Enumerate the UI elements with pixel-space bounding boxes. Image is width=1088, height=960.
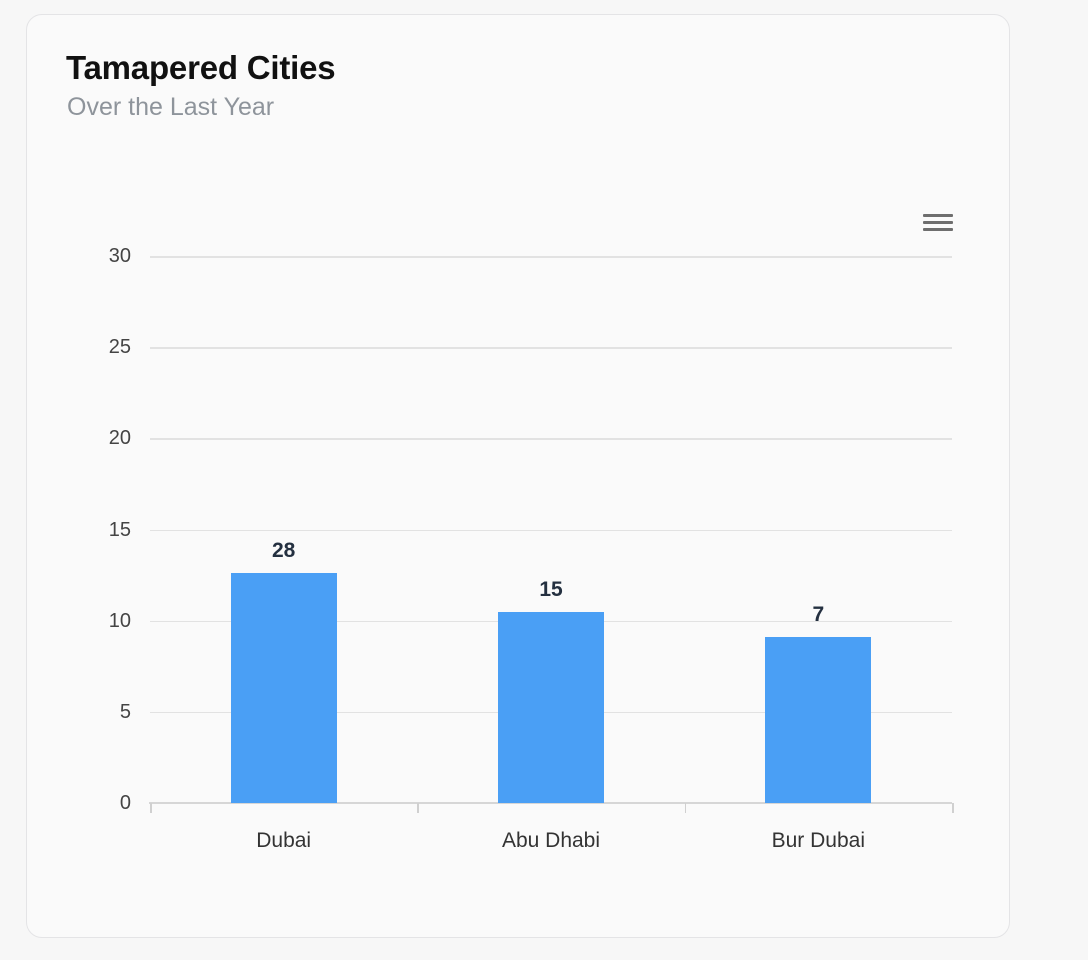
x-tick-label: Bur Dubai (771, 829, 866, 852)
x-tick-mark (952, 803, 954, 813)
bar-dubai[interactable] (230, 573, 337, 803)
chart-menu-button[interactable] (920, 210, 956, 240)
y-tick-label: 0 (119, 792, 131, 814)
y-tick-label: 15 (108, 518, 131, 541)
y-tick-label: 30 (108, 245, 131, 267)
data-label: 15 (539, 577, 563, 601)
y-tick-label: 10 (108, 609, 131, 632)
data-label: 28 (271, 539, 296, 563)
x-tick-mark (684, 803, 687, 813)
chart-card: Tamapered Cities Over the Last Year 0 5 10… (26, 14, 1010, 938)
y-tick-label: 20 (108, 427, 131, 450)
hamburger-menu-icon-bar (923, 221, 953, 224)
hamburger-menu-icon-bar (923, 228, 953, 231)
x-tick-mark (417, 803, 419, 813)
x-tick-mark (150, 803, 152, 813)
plot-area: 0 5 10 15 20 25 30 28 15 7 Dubai Abu Dhabi Bur Dub… (27, 15, 1009, 937)
chart-title: Tamapered Cities (66, 49, 336, 86)
x-tick-label: Abu Dhabi (501, 829, 601, 852)
gridline (150, 438, 952, 440)
y-tick-label: 25 (108, 336, 131, 359)
gridline (150, 347, 952, 349)
chart-subtitle: Over the Last Year (67, 93, 275, 121)
hamburger-menu-icon (923, 214, 953, 217)
bar-abu-dhabi[interactable] (498, 611, 604, 803)
data-label: 7 (812, 603, 825, 627)
gridline (150, 256, 952, 258)
y-tick-label: 5 (119, 700, 131, 723)
gridline (150, 529, 952, 531)
bar-bur-dubai[interactable] (765, 637, 872, 803)
x-tick-label: Dubai (256, 829, 312, 852)
